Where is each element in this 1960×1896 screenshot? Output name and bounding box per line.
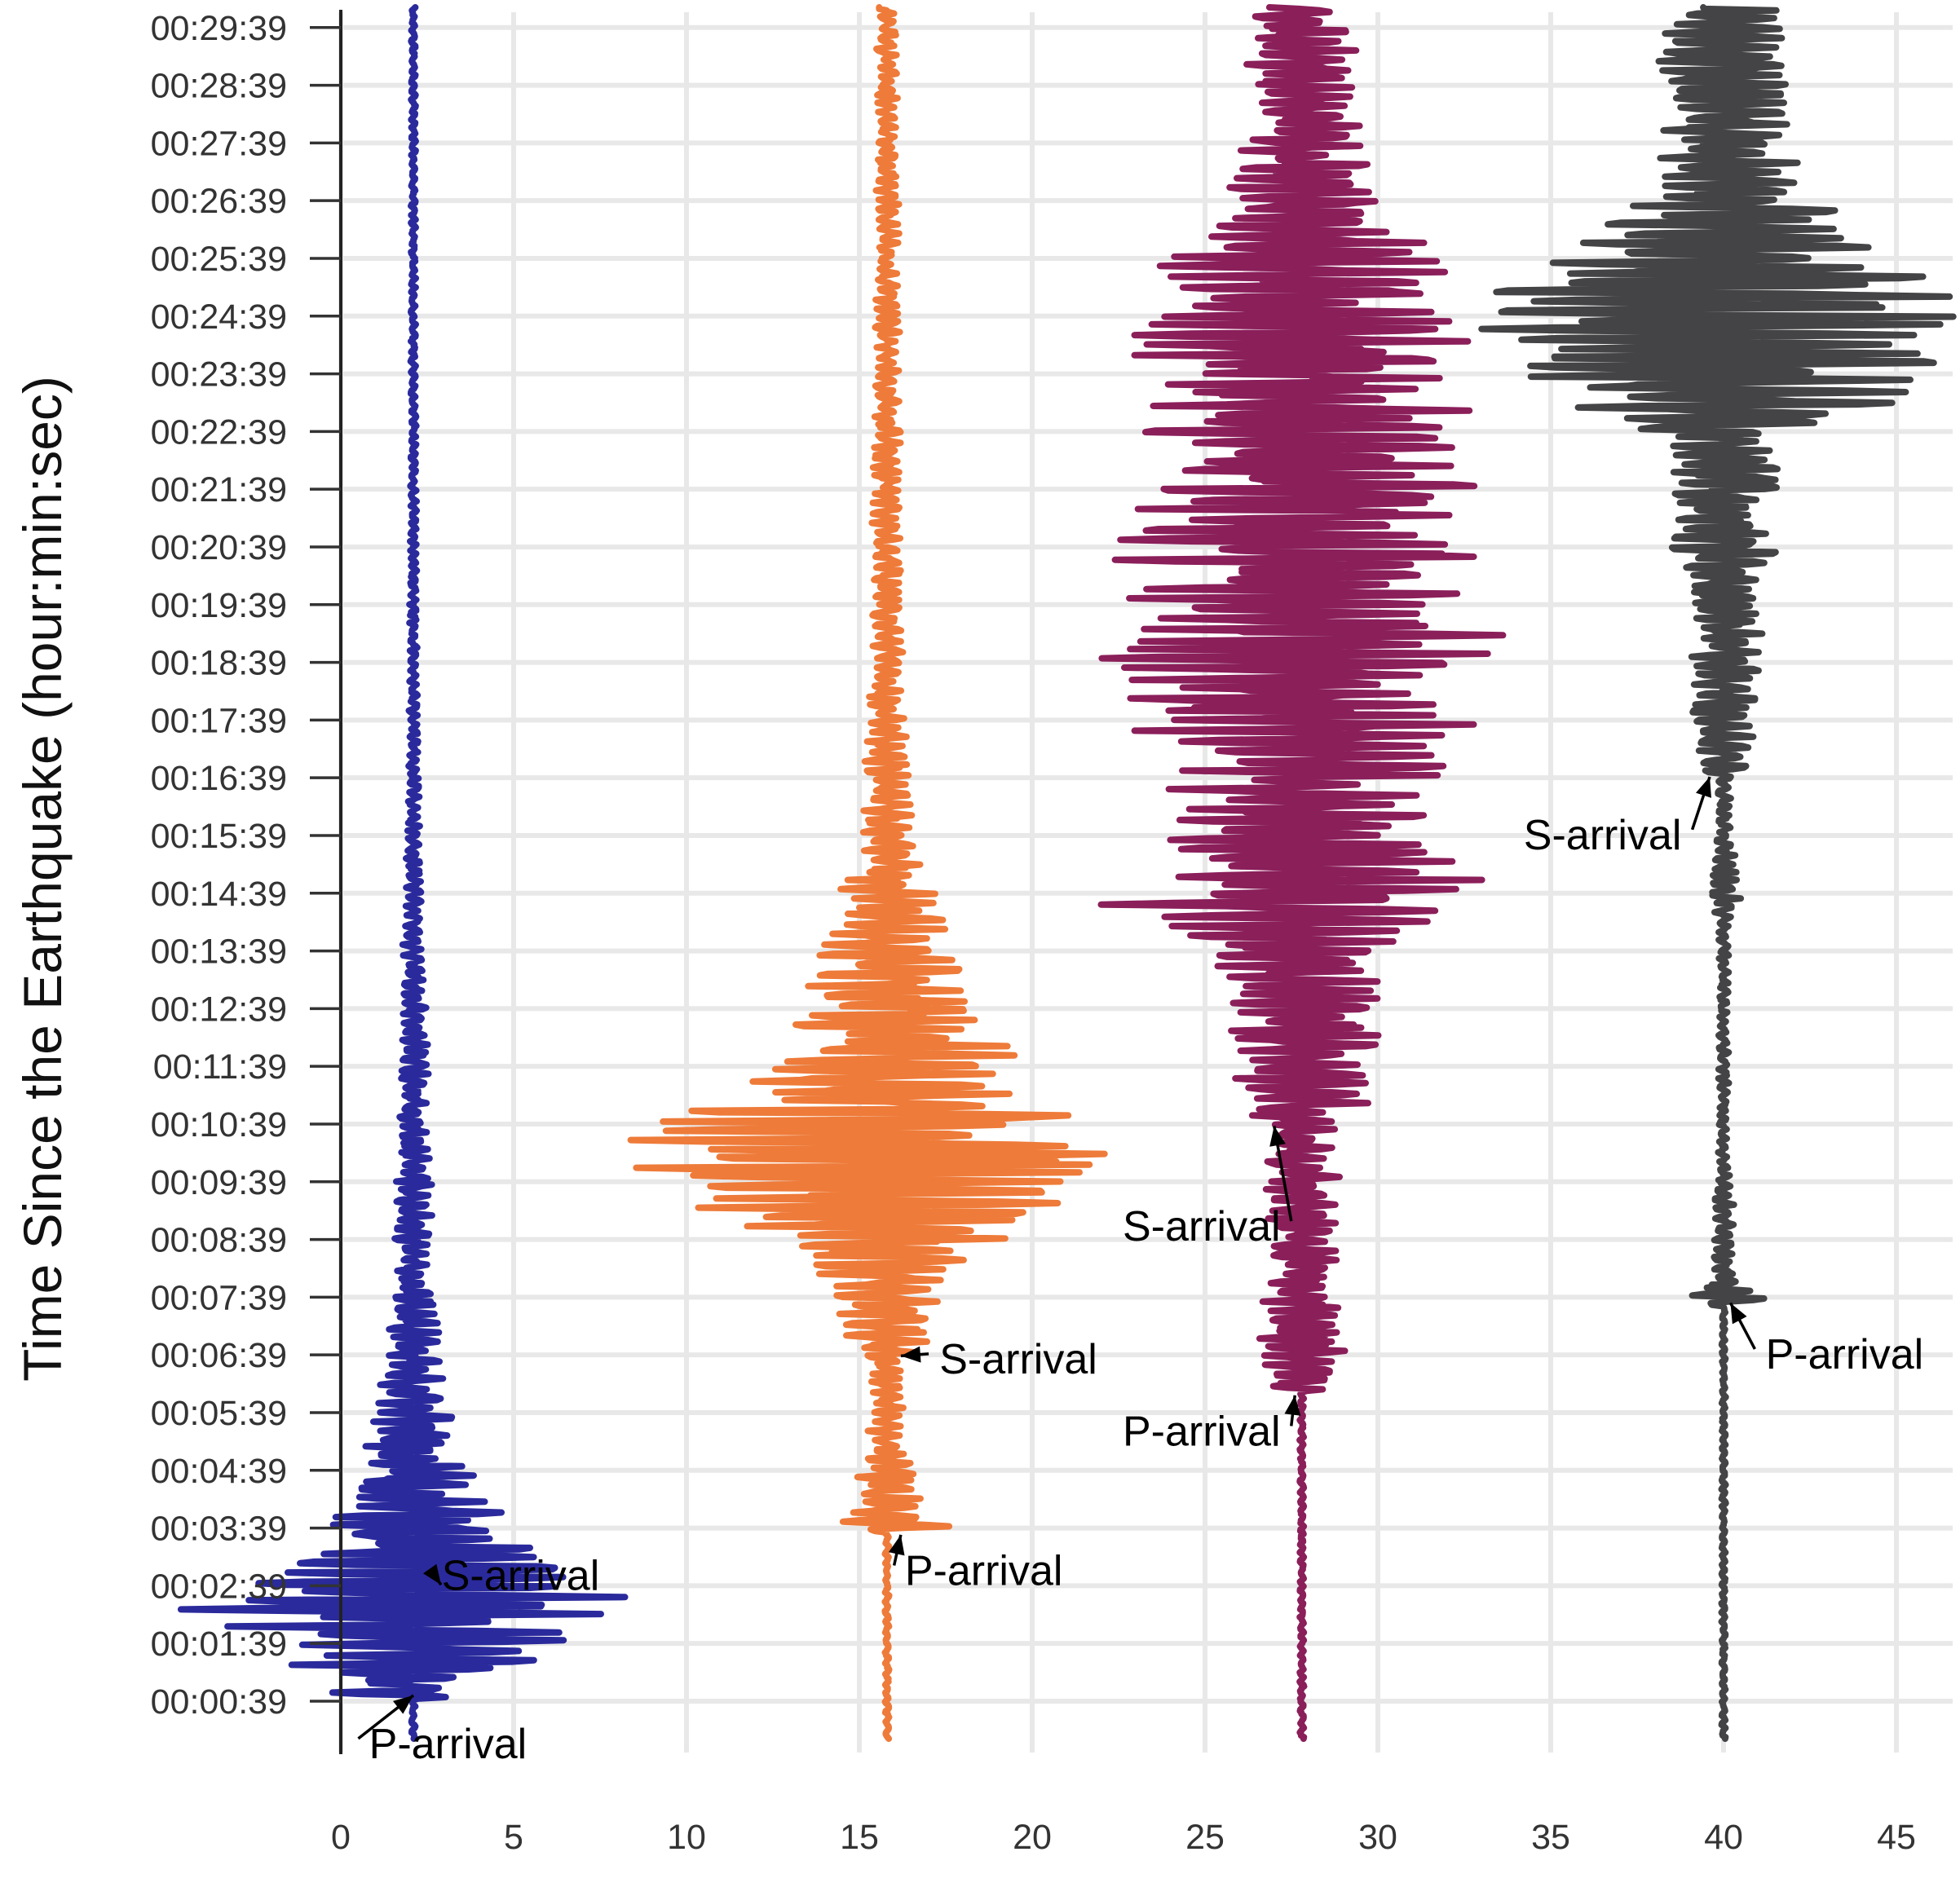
y-tick-label: 00:04:39	[151, 1452, 287, 1491]
annotation-label: S-arrival	[1123, 1203, 1281, 1250]
y-tick-label: 00:01:39	[151, 1625, 287, 1664]
seismogram-trace-4	[1478, 4, 1957, 1742]
x-tick-label: 0	[331, 1818, 351, 1857]
annotation-arrowhead	[1730, 1303, 1747, 1325]
y-tick-label: 00:28:39	[151, 67, 287, 106]
y-tick-label: 00:24:39	[151, 298, 287, 337]
seismogram-trace-2	[627, 4, 1108, 1742]
annotation-label: S-arrival	[1524, 812, 1682, 859]
x-tick-label: 35	[1531, 1818, 1570, 1857]
y-tick-label: 00:00:39	[151, 1682, 287, 1722]
y-tick-label: 00:14:39	[151, 875, 287, 914]
annotation-label: S-arrival	[939, 1336, 1097, 1383]
y-tick-label: 00:17:39	[151, 701, 287, 740]
annotation-arrowhead	[422, 1563, 441, 1585]
y-tick-label: 00:26:39	[151, 182, 287, 221]
y-tick-label: 00:10:39	[151, 1105, 287, 1144]
y-tick-label: 00:16:39	[151, 759, 287, 798]
y-axis-title: Time Since the Earthquake (hour:min:sec)	[12, 376, 73, 1382]
horizontal-gridlines	[341, 24, 1953, 1704]
seismogram-traces	[177, 4, 1957, 1742]
y-tick-label: 00:09:39	[151, 1163, 287, 1202]
annotation-arrowhead	[1284, 1395, 1301, 1416]
y-tick-label: 00:21:39	[151, 470, 287, 509]
y-tick-label: 00:05:39	[151, 1394, 287, 1433]
y-tick-label: 00:23:39	[151, 355, 287, 395]
y-tick-label: 00:13:39	[151, 933, 287, 972]
y-tick-label: 00:07:39	[151, 1278, 287, 1317]
y-tick-label: 00:11:39	[153, 1047, 287, 1087]
seismogram-trace-3	[1097, 4, 1507, 1742]
seismogram-trace-1	[177, 4, 629, 1742]
y-tick-label: 00:08:39	[151, 1221, 287, 1260]
y-tick-label: 00:19:39	[151, 586, 287, 625]
x-axis-ticks: 0 5 10 15 20 25 30 35 40 45	[331, 1818, 1916, 1857]
y-tick-label: 00:02:39	[151, 1567, 287, 1606]
y-tick-label: 00:20:39	[151, 528, 287, 567]
y-tick-label: 00:06:39	[151, 1336, 287, 1375]
annotation-arrowhead	[888, 1534, 905, 1556]
annotation-label: S-arrival	[442, 1552, 600, 1599]
y-tick-label: 00:25:39	[151, 240, 287, 279]
y-tick-label: 00:03:39	[151, 1510, 287, 1549]
x-tick-label: 25	[1185, 1818, 1225, 1857]
y-tick-label: 00:18:39	[151, 644, 287, 683]
annotation-arrowhead	[1696, 777, 1711, 798]
y-tick-label: 00:22:39	[151, 412, 287, 452]
y-tick-label: 00:12:39	[151, 990, 287, 1029]
y-axis-ticks: 00:00:39 00:01:39 00:02:39 00:03:39 00:04:39…	[151, 9, 341, 1722]
x-tick-label: 45	[1877, 1818, 1916, 1857]
annotation-arrowhead	[392, 1695, 414, 1714]
annotation-label: P-arrival	[1123, 1408, 1281, 1455]
y-tick-label: 00:27:39	[151, 124, 287, 163]
annotations: P-arrival S-arrival P-arrival S-arrival P-ar…	[357, 776, 1924, 1768]
x-tick-label: 5	[504, 1818, 523, 1857]
annotation-arrowhead	[900, 1346, 921, 1363]
x-tick-label: 30	[1358, 1818, 1397, 1857]
x-tick-label: 20	[1013, 1818, 1052, 1857]
y-tick-label: 00:15:39	[151, 817, 287, 856]
annotation-label: P-arrival	[905, 1548, 1063, 1595]
x-tick-label: 40	[1704, 1818, 1743, 1857]
annotation-label: P-arrival	[1766, 1331, 1924, 1378]
y-tick-label: 00:29:39	[151, 9, 287, 48]
annotation-arrowhead	[1269, 1126, 1286, 1147]
annotation-label: P-arrival	[369, 1721, 528, 1768]
x-tick-label: 10	[667, 1818, 706, 1857]
x-tick-label: 15	[840, 1818, 879, 1857]
